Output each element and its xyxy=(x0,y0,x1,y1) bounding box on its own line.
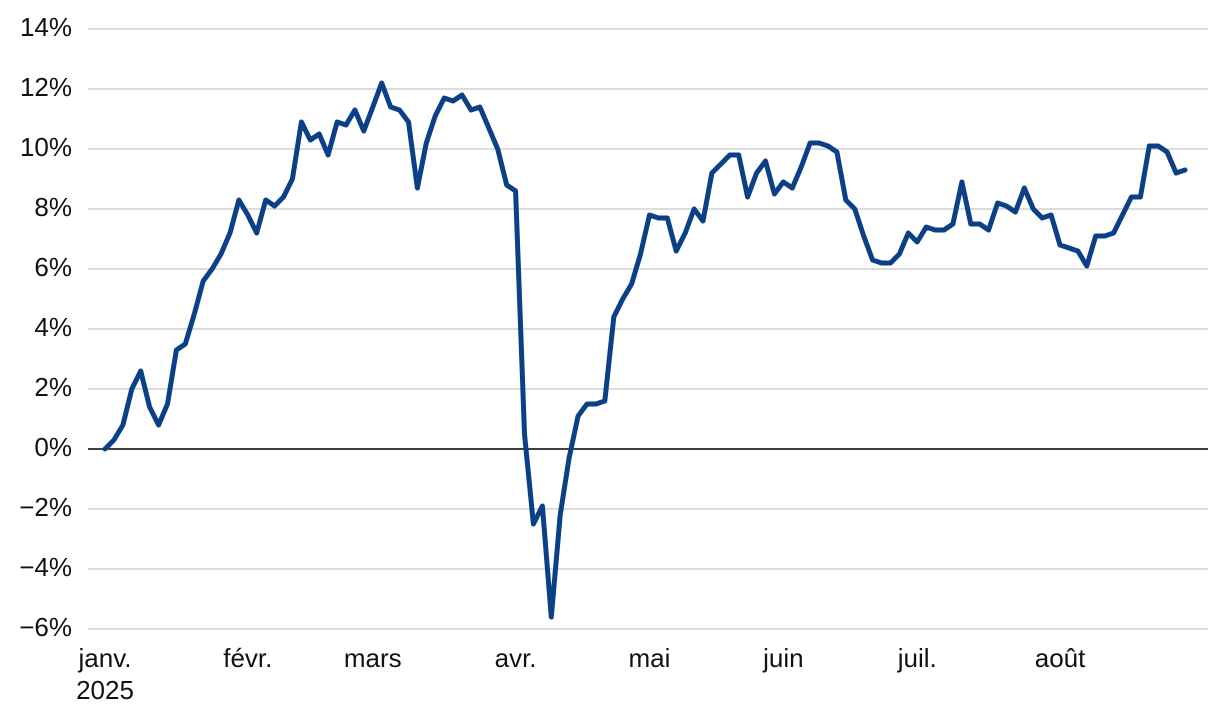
y-tick-label: 12% xyxy=(20,72,72,102)
x-tick-label: févr. xyxy=(223,643,272,673)
y-tick-label: 10% xyxy=(20,132,72,162)
x-tick-label: juil. xyxy=(897,643,937,673)
line-series xyxy=(102,80,1188,620)
x-tick-label: mars xyxy=(344,643,402,673)
x-tick-label: juin xyxy=(762,643,803,673)
x-tick-label: janv. xyxy=(78,643,132,673)
y-tick-label: 0% xyxy=(34,432,72,462)
y-tick-label: −6% xyxy=(19,612,72,642)
y-tick-label: 6% xyxy=(34,252,72,282)
x-tick-label: mai xyxy=(629,643,671,673)
y-tick-label: −2% xyxy=(19,492,72,522)
x-tick-label: août xyxy=(1035,643,1086,673)
y-tick-label: 8% xyxy=(34,192,72,222)
x-tick-label: avr. xyxy=(495,643,537,673)
y-tick-label: 2% xyxy=(34,372,72,402)
y-tick-label: 4% xyxy=(34,312,72,342)
year-label: 2025 xyxy=(76,675,134,705)
y-tick-label: 14% xyxy=(20,12,72,42)
y-tick-label: −4% xyxy=(19,552,72,582)
